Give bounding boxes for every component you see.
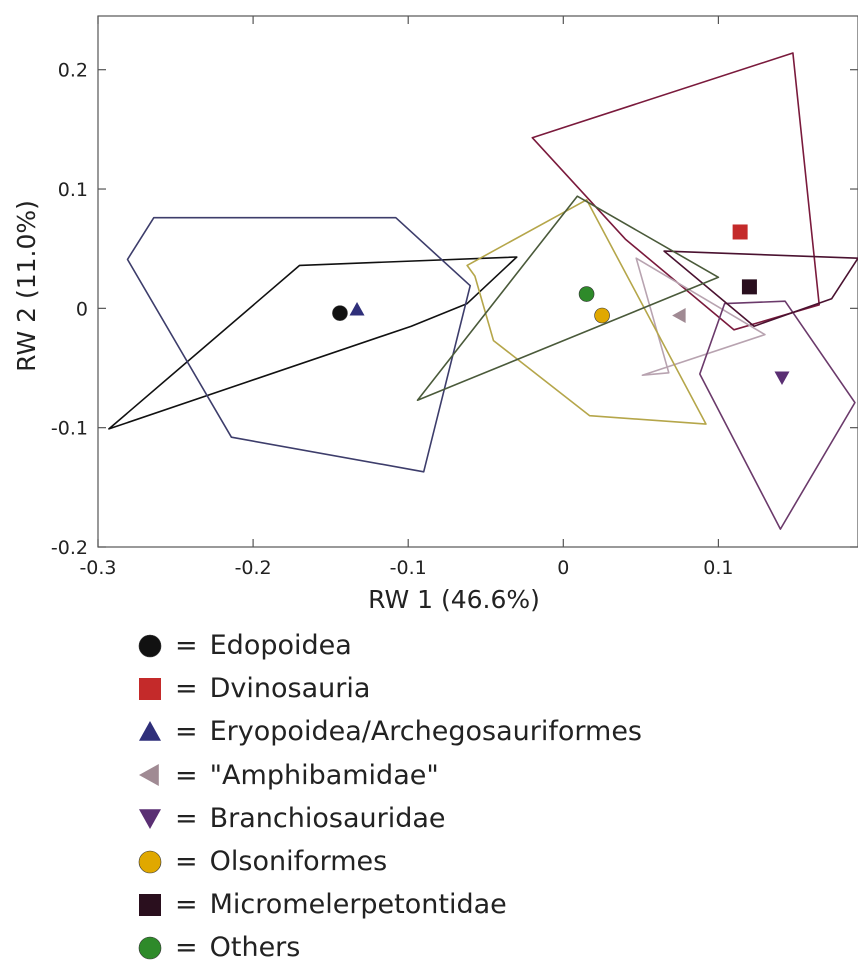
y-tick-label: -0.1	[51, 418, 88, 440]
legend-label: Micromelerpetontidae	[209, 889, 507, 921]
legend-marker-branchiosauridae	[139, 809, 161, 830]
y-tick-label: 0.1	[58, 179, 88, 201]
legend-equals: =	[175, 932, 198, 964]
legend-label: Branchiosauridae	[209, 802, 446, 834]
legend-marker-olsoniformes	[138, 850, 162, 873]
point-others	[578, 286, 595, 302]
point-edopoidea	[332, 305, 348, 321]
x-tick-label: -0.1	[390, 557, 427, 579]
hull-olsoniformes	[466, 199, 707, 425]
legend-equals: =	[175, 802, 198, 834]
plot-frame	[97, 15, 858, 548]
legend-equals: =	[175, 759, 198, 791]
x-tick-label: 0	[557, 557, 569, 579]
x-tick-label: -0.3	[79, 557, 116, 579]
legend-label: Eryopoidea/Archegosauriformes	[209, 716, 642, 748]
legend-item: = Eryopoidea/Archegosauriformes	[137, 710, 642, 753]
point-branchiosauridae	[774, 371, 790, 386]
legend-marker-others	[138, 936, 162, 960]
legend-marker-amphibamidae	[139, 764, 159, 787]
hull-dvinosauria	[531, 52, 821, 331]
hull-micromelerpetontidae	[663, 250, 858, 328]
scatter-plot: -0.3 -0.2 -0.1 0 0.1-0.2-0.100.10.2 RW 1 (46…	[12, 15, 858, 614]
hull-edopoidea	[108, 256, 518, 430]
y-tick-label: 0.2	[58, 60, 88, 82]
hull-eryopoidea-archegosauriformes	[126, 216, 472, 473]
legend-equals: =	[175, 846, 198, 878]
legend-label: Others	[209, 932, 301, 964]
legend-label: "Amphibamidae"	[209, 759, 439, 791]
y-axis-title: RW 2 (11.0%)	[12, 200, 41, 372]
legend-item: = Olsoniformes	[137, 840, 642, 883]
y-tick-label: 0	[76, 298, 88, 320]
hull-others	[416, 195, 720, 402]
point-dvinosauria	[732, 224, 748, 240]
legend-equals: =	[175, 630, 198, 662]
legend-marker-edopoidea	[138, 634, 162, 657]
centroid-layer	[332, 224, 790, 386]
hull-amphibamidae	[635, 257, 766, 377]
x-axis-title: RW 1 (46.6%)	[368, 585, 540, 614]
legend-marker-micromelerpetontidae	[139, 893, 161, 916]
legend-item: = "Amphibamidae"	[137, 754, 642, 797]
point-micromelerpetontidae	[741, 279, 757, 295]
legend-item: = Micromelerpetontidae	[137, 883, 642, 926]
legend-label: Edopoidea	[209, 630, 352, 662]
x-tick-label: 0.1	[703, 557, 733, 579]
legend-marker-dvinosauria	[139, 677, 161, 700]
legend-label: Olsoniformes	[209, 846, 388, 878]
hull-branchiosauridae	[698, 300, 856, 530]
legend-label: Dvinosauria	[209, 673, 371, 705]
legend-item: = Branchiosauridae	[137, 797, 642, 840]
point-olsoniformes	[594, 307, 610, 324]
legend-item: = Others	[137, 926, 642, 969]
legend-item: = Edopoidea	[137, 624, 642, 667]
tick-layer: -0.3 -0.2 -0.1 0 0.1-0.2-0.100.10.2	[51, 16, 858, 579]
x-tick-label: -0.2	[235, 557, 272, 579]
hull-layer	[108, 52, 858, 530]
point-amphibamidae	[672, 308, 686, 324]
legend-item: = Dvinosauria	[137, 667, 642, 710]
legend-equals: =	[175, 889, 198, 921]
legend-equals: =	[175, 716, 198, 748]
point-eryopoidea-archegosauriformes	[349, 302, 365, 316]
legend-equals: =	[175, 673, 198, 705]
y-tick-label: -0.2	[51, 537, 88, 559]
legend: = Edopoidea = Dvinosauria = Eryopoidea/Archeg…	[137, 624, 642, 970]
legend-marker-eryopoidea-archegosauriformes	[139, 720, 161, 741]
